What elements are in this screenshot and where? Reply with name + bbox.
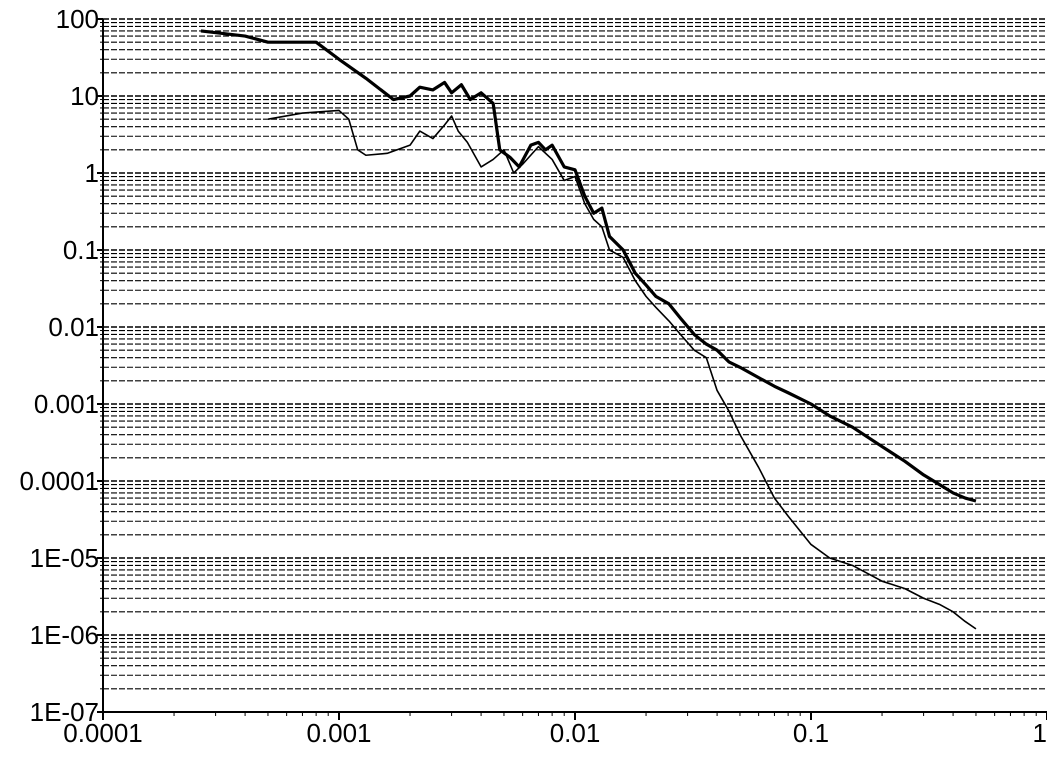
y-tick-label: 1E-06 — [30, 620, 99, 650]
y-tick-label: 10 — [70, 81, 99, 111]
series-layer — [201, 31, 976, 629]
series-line-thick — [201, 31, 976, 501]
x-tick-label: 0.0001 — [63, 718, 143, 748]
series-line-thin — [268, 110, 976, 628]
axes-layer: 1001010.10.010.0010.00011E-051E-061E-070… — [19, 4, 1047, 748]
x-tick-label: 0.01 — [550, 718, 601, 748]
y-tick-label: 0.01 — [48, 312, 99, 342]
y-tick-label: 0.1 — [63, 235, 99, 265]
x-tick-label: 0.1 — [793, 718, 829, 748]
y-tick-label: 100 — [56, 4, 99, 34]
grid-layer — [103, 19, 1047, 712]
x-tick-label: 0.001 — [306, 718, 371, 748]
y-tick-label: 1 — [85, 158, 99, 188]
x-tick-label: 1 — [1033, 718, 1047, 748]
y-tick-label: 0.001 — [34, 389, 99, 419]
y-tick-label: 1E-05 — [30, 543, 99, 573]
y-tick-label: 0.0001 — [19, 466, 99, 496]
